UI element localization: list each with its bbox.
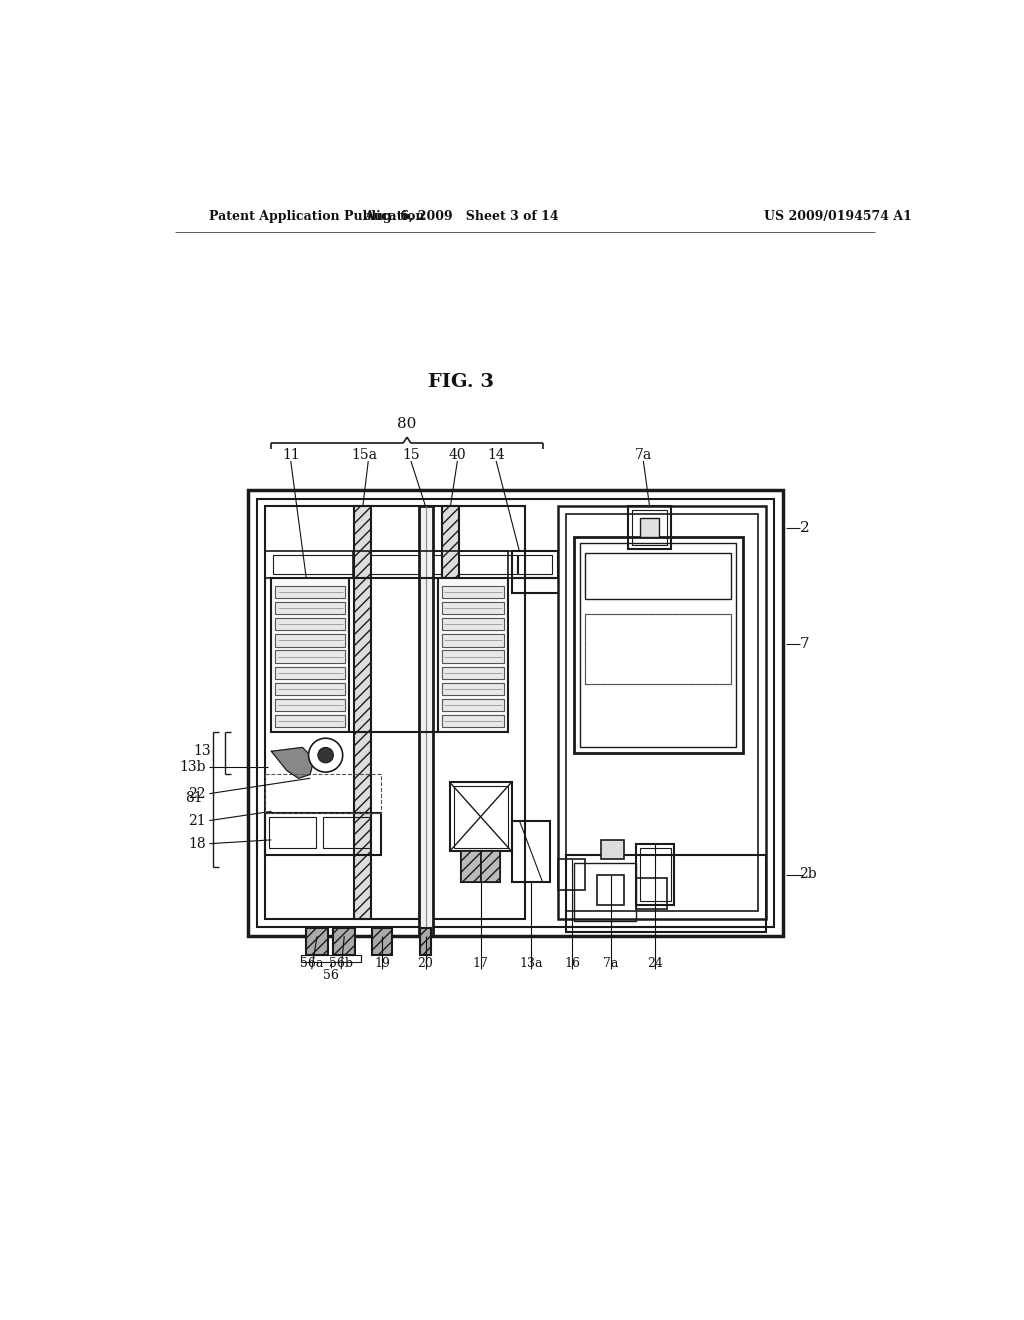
Bar: [573, 537, 742, 752]
Text: 7a: 7a: [603, 957, 618, 970]
Text: 14: 14: [487, 447, 505, 462]
Text: 81: 81: [184, 791, 203, 804]
Text: 7: 7: [800, 636, 809, 651]
Bar: [372, 928, 391, 956]
Bar: [586, 614, 731, 684]
Circle shape: [317, 747, 334, 763]
Bar: [442, 700, 504, 711]
Text: 16: 16: [564, 957, 580, 970]
Bar: [275, 602, 345, 614]
Text: 15: 15: [402, 447, 420, 462]
Bar: [275, 618, 345, 631]
Bar: [248, 490, 783, 936]
Text: US 2009/0194574 A1: US 2009/0194574 A1: [764, 210, 911, 223]
Bar: [454, 785, 508, 847]
Bar: [640, 517, 658, 537]
Bar: [512, 578, 573, 594]
Bar: [573, 863, 636, 921]
Bar: [275, 715, 345, 727]
Bar: [265, 507, 524, 919]
Text: 17: 17: [473, 957, 488, 970]
Polygon shape: [271, 747, 314, 779]
Text: 40: 40: [449, 447, 466, 462]
Bar: [636, 878, 667, 909]
Text: 22: 22: [188, 787, 206, 801]
Text: 56b: 56b: [329, 957, 353, 970]
Bar: [632, 511, 667, 545]
Bar: [580, 544, 736, 747]
Bar: [265, 813, 381, 855]
Text: 2b: 2b: [799, 867, 816, 882]
Bar: [597, 874, 624, 906]
Bar: [558, 859, 586, 890]
Text: 11: 11: [282, 447, 300, 462]
Bar: [442, 618, 504, 631]
Text: 56a: 56a: [300, 957, 324, 970]
Bar: [442, 602, 504, 614]
Bar: [265, 552, 524, 578]
Text: 13: 13: [194, 744, 211, 758]
Bar: [442, 715, 504, 727]
Bar: [269, 817, 315, 847]
Bar: [275, 700, 345, 711]
Text: 56: 56: [324, 969, 339, 982]
Bar: [558, 507, 766, 919]
Circle shape: [308, 738, 343, 772]
Text: 2: 2: [800, 521, 809, 535]
Bar: [566, 855, 766, 932]
Bar: [442, 667, 504, 678]
Text: 19: 19: [374, 957, 390, 970]
Bar: [275, 635, 345, 647]
Text: 13b: 13b: [179, 760, 206, 774]
Bar: [442, 651, 504, 663]
Bar: [275, 586, 345, 598]
Bar: [442, 635, 504, 647]
Bar: [442, 507, 459, 599]
Bar: [640, 847, 671, 902]
Bar: [628, 507, 671, 549]
Text: Aug. 6, 2009   Sheet 3 of 14: Aug. 6, 2009 Sheet 3 of 14: [364, 210, 558, 223]
Text: 7a: 7a: [635, 447, 652, 462]
Bar: [461, 851, 500, 882]
Bar: [586, 614, 731, 684]
Bar: [636, 843, 675, 906]
Text: 80: 80: [397, 417, 417, 432]
Bar: [273, 554, 517, 574]
Bar: [512, 552, 558, 578]
Text: Patent Application Publication: Patent Application Publication: [209, 210, 425, 223]
Text: FIG. 3: FIG. 3: [428, 372, 495, 391]
Bar: [601, 840, 624, 859]
Bar: [442, 586, 504, 598]
Bar: [586, 553, 731, 599]
Bar: [265, 775, 381, 813]
Bar: [275, 667, 345, 678]
Bar: [354, 507, 372, 919]
Bar: [275, 651, 345, 663]
Bar: [306, 928, 328, 956]
Bar: [566, 515, 758, 911]
Bar: [275, 682, 345, 696]
Text: 20: 20: [418, 957, 433, 970]
Bar: [480, 851, 500, 882]
Text: 13a: 13a: [519, 957, 543, 970]
Text: 24: 24: [647, 957, 663, 970]
Bar: [271, 578, 349, 733]
Bar: [442, 682, 504, 696]
Bar: [518, 554, 552, 574]
Bar: [461, 851, 480, 882]
Bar: [334, 928, 355, 956]
Bar: [352, 552, 508, 578]
Bar: [512, 821, 550, 882]
Bar: [438, 578, 508, 733]
Text: 18: 18: [187, 837, 206, 850]
Text: 21: 21: [187, 813, 206, 828]
Text: 15a: 15a: [351, 447, 378, 462]
Bar: [301, 956, 361, 961]
Bar: [420, 928, 431, 956]
Bar: [257, 499, 773, 927]
Bar: [419, 507, 432, 936]
Bar: [324, 817, 370, 847]
Bar: [450, 781, 512, 851]
